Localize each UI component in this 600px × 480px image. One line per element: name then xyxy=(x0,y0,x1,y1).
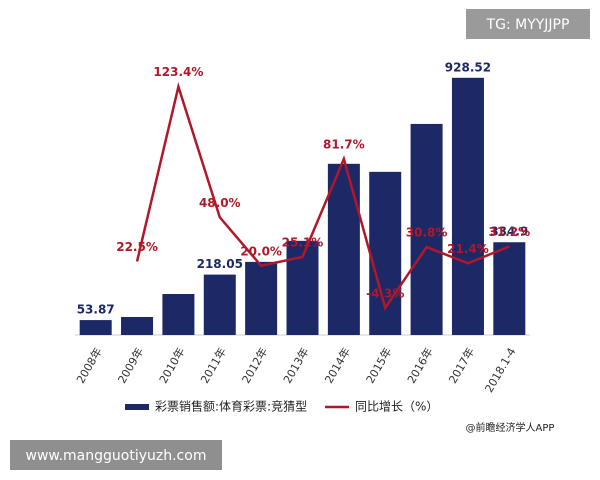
x-tick-label: 2015年 xyxy=(363,345,395,386)
line-value-label: 123.4% xyxy=(153,65,203,79)
bar-value-label: 53.87 xyxy=(77,303,115,317)
x-tick-label: 2014年 xyxy=(321,345,353,386)
line-value-label: 20.0% xyxy=(240,244,282,258)
bar xyxy=(162,294,195,335)
line-value-label: 25.1% xyxy=(282,235,324,249)
x-tick-label: 2008年 xyxy=(73,345,105,386)
line-value-label: 48.0% xyxy=(199,196,241,210)
x-tick-label: 2010年 xyxy=(156,345,188,386)
line xyxy=(135,82,510,311)
footer-url: www.mangguotiyuzh.com xyxy=(26,448,207,464)
bar xyxy=(79,320,112,335)
line-value-label: 21.4% xyxy=(447,242,489,256)
bar xyxy=(203,274,236,335)
line-value-label: 31.2% xyxy=(488,225,530,239)
x-tick-label: 2009年 xyxy=(115,345,147,386)
bar xyxy=(121,316,154,335)
legend-label: 彩票销售额:体育彩票:竞猜型 xyxy=(155,399,307,414)
x-tick-label: 2012年 xyxy=(239,345,271,386)
x-tick-label: 2017年 xyxy=(446,345,478,386)
bar xyxy=(245,261,278,335)
x-tick-label: 2018.1-4 xyxy=(483,346,519,395)
bar xyxy=(410,123,443,336)
source: @前瞻经济学人APP xyxy=(466,421,555,434)
watermark: TG: MYYJJPP xyxy=(486,17,570,33)
line-value-label: 22.5% xyxy=(116,240,158,254)
legend-swatch xyxy=(125,404,149,410)
bar xyxy=(327,163,360,335)
bar-value-label: 334.9 xyxy=(490,225,528,239)
x-tick-label: 2011年 xyxy=(197,345,229,386)
line-value-label: 81.7% xyxy=(323,137,365,151)
bar xyxy=(369,171,402,335)
line-value-label: 30.8% xyxy=(406,226,448,240)
bar-value-label: 218.05 xyxy=(197,257,243,271)
bar xyxy=(451,77,484,335)
footer-box xyxy=(10,440,222,470)
line-value-label: -4.3% xyxy=(366,286,404,300)
watermark-box xyxy=(466,9,590,39)
bar-value-label: 928.52 xyxy=(445,60,491,74)
x-tick-label: 2013年 xyxy=(280,345,312,386)
legend-label: 同比增长（%） xyxy=(355,400,438,414)
x-tick-label: 2016年 xyxy=(404,345,436,386)
bar xyxy=(493,242,526,335)
